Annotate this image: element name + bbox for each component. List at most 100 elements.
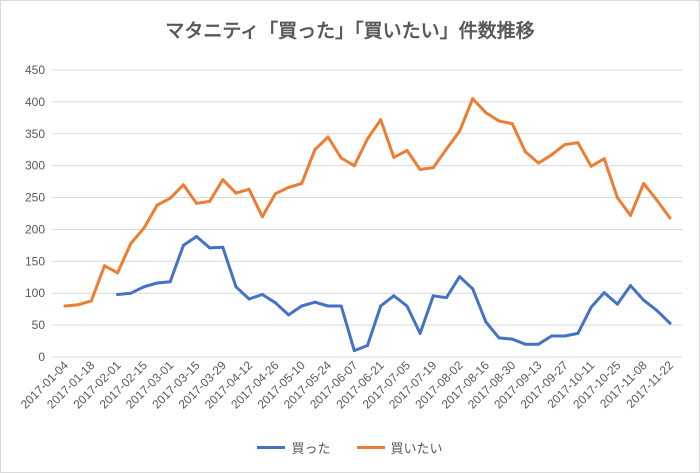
data-point	[102, 264, 106, 268]
data-point	[510, 122, 514, 126]
data-point	[642, 182, 646, 186]
data-point	[234, 285, 238, 289]
data-point	[471, 287, 475, 291]
data-point	[615, 196, 619, 200]
y-tick-label: 300	[25, 159, 45, 173]
data-point	[195, 201, 199, 205]
data-point	[155, 203, 159, 207]
data-point	[181, 183, 185, 187]
data-point	[484, 320, 488, 324]
data-point	[379, 304, 383, 308]
legend: 買った 買いたい	[0, 438, 700, 457]
data-point	[536, 342, 540, 346]
data-point	[208, 246, 212, 250]
data-point	[116, 292, 120, 296]
data-point	[668, 216, 672, 220]
data-point	[589, 305, 593, 309]
data-point	[260, 292, 264, 296]
data-point	[523, 150, 527, 154]
data-point	[300, 304, 304, 308]
y-tick-label: 250	[25, 191, 45, 205]
data-point	[221, 178, 225, 182]
data-point	[339, 156, 343, 160]
y-tick-label: 350	[25, 127, 45, 141]
y-tick-label: 200	[25, 222, 45, 236]
data-point	[379, 118, 383, 122]
y-tick-label: 0	[38, 350, 45, 364]
y-tick-label: 50	[32, 318, 46, 332]
data-point	[168, 280, 172, 284]
data-point	[642, 298, 646, 302]
legend-label-bought: 買った	[291, 442, 331, 457]
data-point	[234, 191, 238, 195]
data-point	[615, 302, 619, 306]
legend-item-want: 買いたい	[356, 438, 443, 457]
data-point	[484, 111, 488, 115]
data-point	[497, 119, 501, 123]
data-point	[326, 304, 330, 308]
data-point	[63, 304, 67, 308]
data-point	[550, 153, 554, 157]
data-point	[129, 241, 133, 245]
data-point	[142, 226, 146, 230]
data-point	[471, 97, 475, 101]
data-point	[142, 285, 146, 289]
data-point	[208, 199, 212, 203]
legend-label-want: 買いたい	[390, 442, 443, 457]
data-point	[497, 336, 501, 340]
data-point	[287, 313, 291, 317]
legend-swatch-want	[356, 446, 385, 449]
data-point	[247, 187, 251, 191]
data-point	[444, 296, 448, 300]
data-point	[260, 215, 264, 219]
data-point	[273, 301, 277, 305]
data-point	[352, 164, 356, 168]
data-point	[576, 331, 580, 335]
data-point	[431, 294, 435, 298]
data-point	[576, 141, 580, 145]
data-point	[458, 275, 462, 279]
data-point	[76, 303, 80, 307]
data-point	[550, 334, 554, 338]
data-point	[366, 137, 369, 141]
data-point	[339, 304, 343, 308]
data-point	[602, 157, 606, 161]
data-point	[195, 234, 199, 238]
y-tick-label: 400	[25, 95, 45, 109]
data-point	[418, 167, 422, 171]
data-point	[602, 291, 606, 295]
data-point	[116, 271, 120, 275]
data-point	[129, 291, 133, 295]
data-point	[181, 243, 185, 247]
data-point	[458, 129, 462, 133]
data-point	[326, 135, 330, 139]
data-point	[352, 349, 356, 353]
data-point	[89, 299, 93, 303]
data-point	[418, 331, 422, 335]
data-point	[300, 182, 304, 186]
data-point	[168, 196, 172, 200]
data-point	[510, 337, 514, 341]
data-point	[313, 300, 317, 304]
data-point	[405, 148, 409, 152]
y-tick-label: 150	[25, 254, 45, 268]
data-point	[392, 155, 396, 159]
data-point	[155, 281, 159, 285]
y-tick-label: 100	[25, 286, 45, 300]
y-tick-label: 450	[25, 63, 45, 77]
data-point	[247, 297, 251, 301]
data-point	[431, 166, 435, 170]
data-point	[405, 304, 409, 308]
data-point	[523, 342, 527, 346]
data-point	[589, 164, 593, 168]
data-point	[629, 284, 633, 288]
data-point	[366, 344, 369, 348]
data-point	[655, 198, 659, 202]
series-line-1	[63, 97, 672, 308]
data-point	[629, 213, 633, 217]
data-point	[313, 148, 317, 152]
legend-swatch-bought	[257, 446, 286, 449]
data-point	[221, 245, 225, 249]
